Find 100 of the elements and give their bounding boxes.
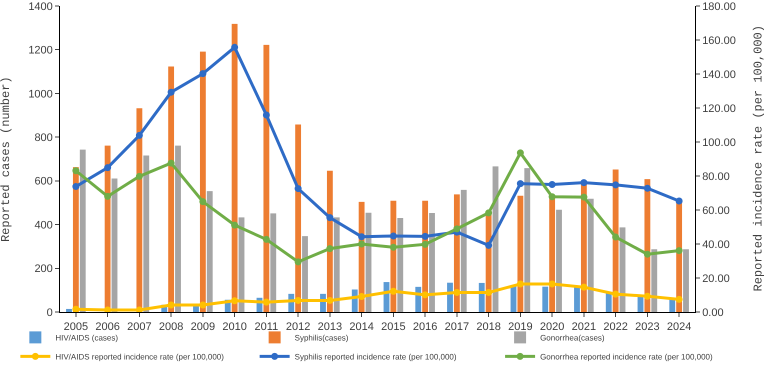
point	[326, 296, 334, 304]
point	[390, 288, 397, 295]
y-tick-label: 600	[34, 176, 53, 188]
legend-label: Gonorrhea(cases)	[540, 333, 605, 342]
point	[580, 194, 588, 201]
y-tick-label: 400	[34, 219, 53, 232]
x-tick-label: 2006	[95, 321, 120, 334]
point	[358, 293, 366, 300]
x-tick-label: 2023	[635, 321, 660, 334]
bar	[574, 287, 580, 312]
y-tick-label: 200	[34, 263, 53, 276]
y-tick-label: 800	[34, 132, 53, 144]
point	[294, 296, 302, 304]
x-tick-label: 2013	[318, 321, 342, 334]
point	[72, 183, 80, 190]
bar	[302, 236, 308, 312]
bar	[510, 286, 516, 312]
y-axis-title: Reported cases (number)	[0, 76, 14, 242]
point	[485, 288, 492, 296]
legend-label: Syphilis(cases)	[294, 333, 349, 342]
point	[676, 197, 683, 204]
x-tick-label: 2009	[190, 321, 216, 334]
point	[422, 232, 429, 240]
y2-tick-label: 20.00	[702, 272, 730, 285]
point	[612, 234, 620, 241]
point	[168, 302, 175, 309]
legend-label: Syphilis reported incidence rate (per 100,000)	[294, 352, 457, 362]
bar	[447, 282, 453, 312]
bar	[638, 296, 644, 312]
bar	[263, 44, 270, 312]
point	[168, 160, 175, 167]
point	[548, 193, 556, 200]
y2-tick-label: 80.00	[702, 170, 730, 183]
point	[104, 306, 112, 312]
y2-tick-label: 160.00	[702, 34, 736, 47]
bar	[112, 178, 118, 312]
point	[168, 88, 175, 96]
point	[580, 284, 588, 291]
x-tick-label: 2024	[666, 321, 692, 334]
bar	[620, 227, 626, 312]
point	[516, 280, 524, 288]
point	[136, 172, 143, 180]
point	[644, 184, 651, 192]
bar	[66, 308, 72, 312]
x-tick-label: 2010	[222, 321, 247, 334]
bar	[517, 196, 524, 312]
bar	[366, 212, 372, 312]
x-tick-label: 2008	[158, 321, 184, 334]
point	[231, 44, 238, 51]
point	[644, 292, 651, 300]
x-tick-label: 2005	[64, 321, 88, 334]
bar	[238, 217, 244, 312]
point	[326, 245, 334, 252]
x-tick-label: 2012	[286, 321, 310, 334]
point	[199, 198, 206, 206]
bar	[193, 306, 199, 312]
point	[422, 240, 429, 248]
point	[676, 296, 683, 303]
x-tick-label: 2015	[381, 321, 406, 334]
y-tick-label: 1400	[28, 0, 53, 13]
x-tick-label: 2016	[412, 321, 438, 334]
point	[580, 179, 588, 186]
point	[516, 180, 524, 188]
point	[390, 244, 397, 251]
y-tick-label: 1200	[28, 44, 53, 57]
legend-label: Gonorrhea reported incidence rate (per 100,000)	[540, 352, 713, 362]
point	[485, 242, 492, 249]
bar	[168, 66, 174, 312]
point	[422, 291, 429, 298]
point	[231, 222, 238, 229]
bar	[200, 52, 206, 312]
bar	[232, 24, 238, 312]
point	[199, 302, 206, 309]
point	[358, 240, 366, 248]
x-tick-label: 2022	[603, 321, 628, 334]
bar	[549, 198, 556, 312]
x-tick-label: 2017	[444, 321, 470, 334]
point	[72, 167, 80, 174]
legend-label: HIV/AIDS reported incidence rate (per 100,000)	[55, 352, 224, 362]
point	[453, 225, 460, 232]
x-tick-label: 2011	[254, 321, 278, 334]
y2-tick-label: 60.00	[702, 204, 730, 217]
x-tick-label: 2007	[127, 321, 152, 334]
point	[104, 192, 112, 200]
bar	[175, 146, 181, 312]
y-tick-label: 1000	[28, 88, 53, 100]
bar	[556, 210, 562, 312]
x-tick-label: 2019	[508, 321, 533, 334]
legend-label: HIV/AIDS (cases)	[55, 333, 118, 342]
bar	[143, 156, 150, 312]
x-tick-label: 2020	[540, 321, 564, 334]
point	[199, 70, 206, 78]
point	[104, 164, 112, 172]
point	[231, 297, 238, 304]
bar	[295, 124, 302, 312]
bar	[542, 286, 548, 312]
y2-axis-title: Reported incidence rate (per 100,000)	[752, 25, 766, 292]
point	[358, 233, 366, 240]
point	[676, 247, 683, 254]
point	[262, 236, 270, 243]
